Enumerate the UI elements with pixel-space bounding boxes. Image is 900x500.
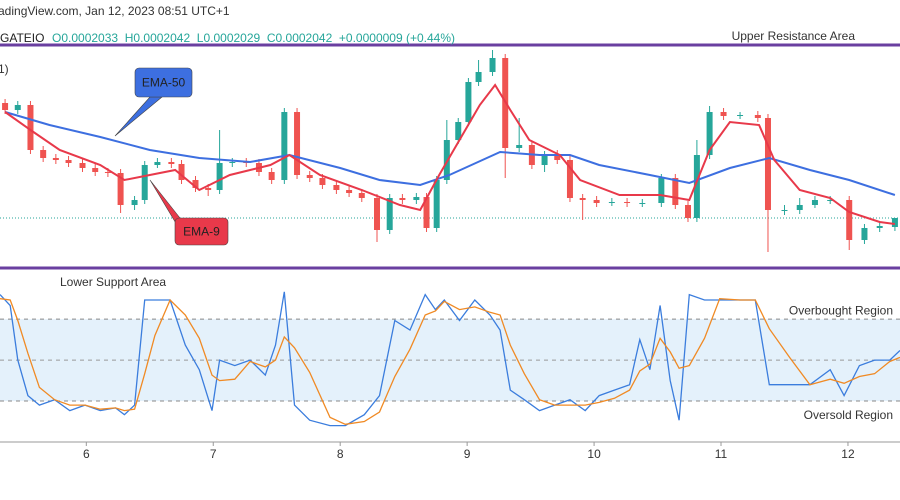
ohlc: O0.0002033 H0.0002042 L0.0002029 C0.0002… — [52, 31, 455, 45]
candle-body — [658, 178, 665, 203]
candle-body — [593, 200, 600, 203]
candle-body — [693, 155, 700, 218]
candle-body — [216, 163, 223, 190]
candle-body — [891, 218, 898, 227]
callout-box — [174, 217, 229, 246]
candle-body — [706, 112, 713, 155]
candle-body — [52, 158, 59, 160]
candle-body — [374, 198, 381, 230]
x-tick-label: 10 — [587, 447, 601, 461]
candle-body — [27, 105, 34, 150]
candle-body — [672, 178, 679, 205]
fragment: 1) — [0, 62, 9, 76]
level-label: Lower Support Area — [60, 275, 166, 289]
candle-body — [846, 200, 853, 240]
candle-body — [579, 198, 586, 200]
candle-body — [465, 82, 472, 122]
candle-body — [131, 200, 138, 205]
header: adingView.com, Jan 12, 2023 08:51 UTC+1 — [0, 4, 230, 18]
candle-body — [306, 175, 313, 178]
candle-body — [386, 198, 393, 230]
candle-body — [104, 172, 111, 173]
ema-line — [4, 111, 896, 196]
candle-body — [541, 155, 548, 165]
x-tick-label: 12 — [841, 447, 855, 461]
candle-body — [154, 162, 161, 165]
candle-body — [14, 105, 21, 110]
callout-label: EMA-50 — [142, 76, 186, 90]
candle-body — [608, 202, 615, 203]
candle-body — [566, 160, 573, 198]
candle-body — [737, 115, 744, 116]
x-tick-label: 6 — [83, 447, 90, 461]
level-label: Upper Resistance Area — [732, 29, 856, 43]
candle-body — [281, 112, 288, 180]
candle-body — [141, 165, 148, 200]
oscillator-line — [0, 298, 900, 425]
symbol: GATEIO — [0, 31, 44, 45]
x-tick-label: 11 — [715, 447, 728, 461]
candle-body — [876, 226, 883, 228]
candle-body — [433, 180, 440, 228]
candle-body — [754, 115, 761, 118]
candle-body — [413, 197, 420, 200]
candle-body — [92, 168, 99, 172]
candle-body — [489, 58, 496, 72]
candle-body — [639, 203, 646, 204]
ema-line — [4, 83, 896, 225]
candle-body — [65, 160, 72, 163]
candle-body — [358, 193, 365, 198]
candle-body — [205, 188, 212, 190]
candle-body — [192, 180, 199, 188]
candle-body — [268, 172, 275, 180]
candle-body — [294, 112, 301, 175]
candle-body — [475, 72, 482, 82]
x-tick-label: 7 — [210, 447, 217, 461]
candle-body — [117, 173, 124, 205]
x-tick-label: 9 — [464, 447, 471, 461]
candle-body — [178, 164, 185, 180]
candle-body — [40, 150, 47, 158]
candle-body — [796, 205, 803, 210]
candle-body — [827, 200, 834, 201]
candle-body — [168, 162, 175, 164]
band-label: Oversold Region — [804, 408, 893, 422]
candle-body — [333, 185, 340, 190]
candle-body — [423, 197, 430, 228]
candle-body — [399, 198, 406, 200]
band-label: Overbought Region — [789, 303, 893, 317]
callout-label: EMA-9 — [183, 225, 220, 239]
candle-body — [781, 210, 788, 211]
candle-body — [516, 145, 523, 148]
candle-body — [554, 155, 561, 160]
candle-body — [319, 178, 326, 185]
candle-body — [79, 163, 86, 168]
candle-body — [229, 162, 236, 163]
candle-body — [764, 118, 771, 210]
candle-body — [624, 202, 631, 203]
candle-body — [720, 112, 727, 116]
candle-body — [346, 190, 353, 193]
candle-body — [455, 122, 462, 140]
x-tick-label: 8 — [337, 447, 344, 461]
callout-box — [134, 67, 193, 98]
candle-body — [2, 103, 9, 110]
candle-body — [685, 205, 692, 218]
candle-body — [811, 200, 818, 205]
candle-body — [861, 228, 868, 240]
